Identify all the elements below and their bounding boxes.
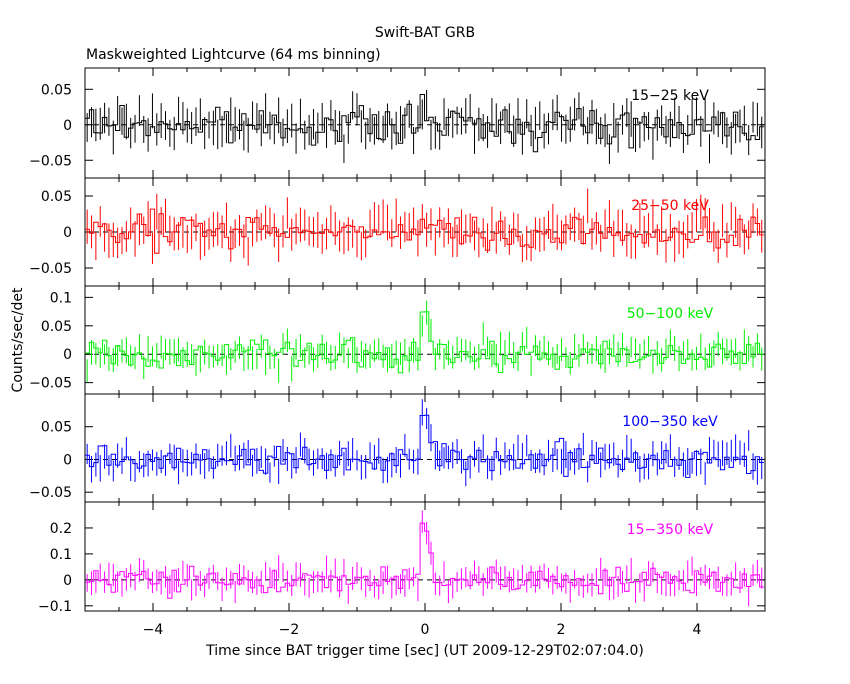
series-line-0 [85, 94, 764, 153]
y-axis-label: Counts/sec/det [10, 287, 26, 392]
x-tick-label: −2 [279, 622, 300, 638]
panel-label: 15−25 keV [631, 88, 709, 104]
series-line-4 [85, 522, 764, 599]
y-tick-label: 0.05 [41, 319, 72, 335]
y-tick-label: 0 [63, 118, 72, 134]
y-tick-label: 0.05 [41, 82, 72, 98]
chart-subtitle: Maskweighted Lightcurve (64 ms binning) [86, 47, 381, 63]
x-axis-label: Time since BAT trigger time [sec] (UT 20… [205, 643, 644, 659]
y-tick-label: 0.1 [50, 547, 72, 563]
y-tick-label: 0.1 [50, 290, 72, 306]
panel-label: 15−350 keV [627, 522, 714, 538]
panel-frame [84, 393, 766, 503]
panel-label: 100−350 keV [622, 414, 718, 430]
y-tick-label: 0 [63, 225, 72, 241]
chart-title: Swift-BAT GRB [375, 25, 475, 41]
y-tick-label: −0.05 [29, 153, 72, 169]
y-tick-label: 0 [63, 452, 72, 468]
y-tick-label: 0.05 [41, 420, 72, 436]
x-tick-label: 0 [421, 622, 430, 638]
x-tick-label: 4 [693, 622, 702, 638]
y-tick-label: −0.05 [29, 261, 72, 277]
y-tick-label: −0.05 [29, 485, 72, 501]
series-line-1 [85, 208, 764, 254]
panel-frame [84, 501, 766, 612]
y-tick-label: −0.05 [29, 376, 72, 392]
y-tick-label: −0.1 [38, 599, 72, 615]
panel-frame [84, 285, 766, 395]
panel-label: 50−100 keV [627, 306, 714, 322]
x-tick-label: −4 [143, 622, 164, 638]
x-tick-label: 2 [557, 622, 566, 638]
y-tick-label: 0 [63, 347, 72, 363]
series-line-3 [85, 414, 764, 478]
series-line-2 [85, 311, 764, 374]
y-tick-label: 0.2 [50, 521, 72, 537]
panel-label: 25−50 keV [631, 198, 709, 214]
y-tick-label: 0 [63, 573, 72, 589]
y-tick-label: 0.05 [41, 189, 72, 205]
